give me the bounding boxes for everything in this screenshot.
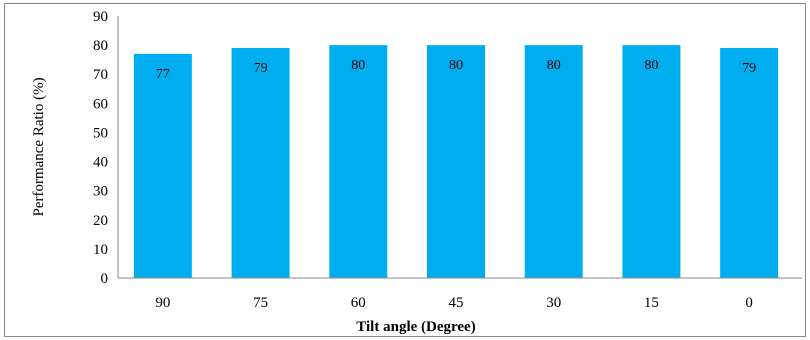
bar-value-label: 80 bbox=[644, 58, 658, 73]
x-tick-label: 75 bbox=[253, 295, 268, 311]
y-tick-label: 30 bbox=[93, 184, 108, 200]
y-tick-label: 20 bbox=[93, 213, 108, 229]
x-tick-label: 90 bbox=[155, 295, 170, 311]
bar-value-label: 79 bbox=[742, 61, 756, 76]
bar bbox=[427, 45, 485, 278]
x-axis-ticks: 90 75 60 45 30 15 0 bbox=[155, 295, 753, 311]
y-tick-label: 80 bbox=[93, 38, 108, 54]
bar bbox=[133, 53, 192, 278]
y-axis-title: Performance Ratio (%) bbox=[31, 77, 47, 216]
bar bbox=[231, 48, 290, 279]
x-tick-label: 30 bbox=[546, 295, 561, 311]
x-tick-label: 0 bbox=[745, 295, 753, 311]
y-tick-label: 90 bbox=[93, 9, 108, 25]
x-tick-label: 15 bbox=[644, 295, 659, 311]
y-tick-label: 60 bbox=[93, 96, 108, 112]
bar-value-label: 79 bbox=[254, 61, 268, 76]
y-tick-label: 40 bbox=[93, 155, 108, 171]
bars bbox=[133, 45, 779, 279]
y-tick-label: 0 bbox=[101, 271, 109, 287]
bar bbox=[622, 45, 681, 278]
bar bbox=[720, 48, 779, 279]
data-labels: 77 79 80 80 80 80 79 bbox=[156, 58, 756, 82]
bar-value-label: 80 bbox=[351, 58, 365, 73]
x-axis-title: Tilt angle (Degree) bbox=[356, 319, 475, 335]
bar-value-label: 77 bbox=[156, 67, 170, 82]
y-axis-ticks: 0 10 20 30 40 50 60 70 80 90 bbox=[93, 9, 108, 287]
y-tick-label: 50 bbox=[93, 125, 108, 141]
bar-value-label: 80 bbox=[449, 58, 463, 73]
bar bbox=[329, 45, 388, 278]
bar bbox=[524, 45, 583, 278]
y-tick-label: 10 bbox=[93, 242, 108, 258]
x-tick-label: 60 bbox=[351, 295, 366, 311]
bar-value-label: 80 bbox=[547, 58, 561, 73]
x-tick-label: 45 bbox=[449, 295, 464, 311]
y-tick-label: 70 bbox=[93, 67, 108, 83]
